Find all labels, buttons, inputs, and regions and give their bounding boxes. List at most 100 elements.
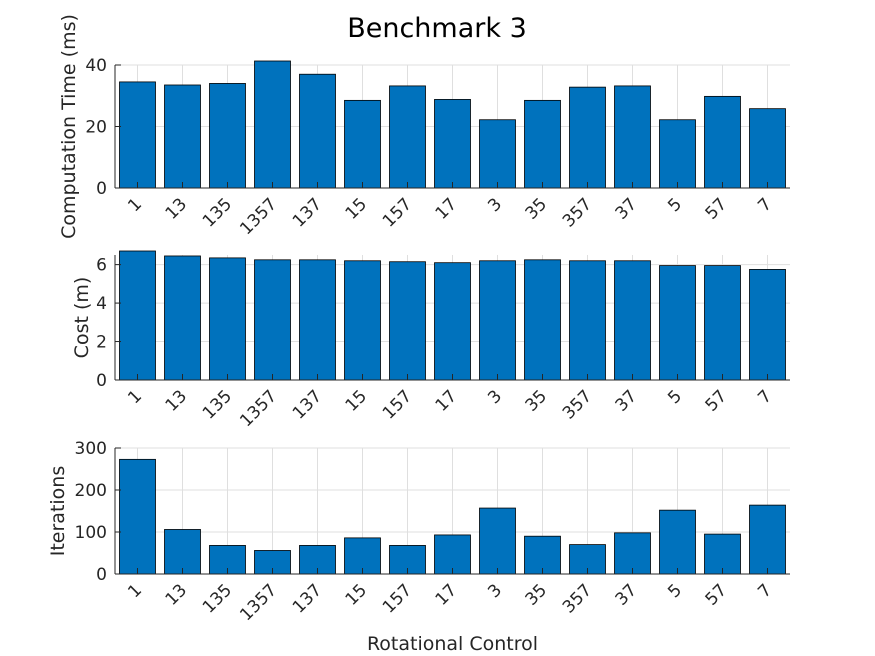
- bar-135: [209, 257, 246, 381]
- x-tick-label: 357: [559, 580, 596, 617]
- x-tick-label: 1357: [236, 580, 281, 625]
- bar-37: [614, 532, 651, 575]
- x-tick-label: 15: [342, 194, 371, 223]
- x-tick-label: 135: [199, 194, 236, 231]
- bar-15: [344, 260, 381, 381]
- x-tick-label: 35: [522, 194, 551, 223]
- bar-1: [119, 458, 156, 575]
- subplot-3: 0 100 200 300 1 13 135 1357 137 15 157 17 3 35 357 37 5 5…: [47, 439, 790, 655]
- x-tick-label: 7: [754, 194, 776, 216]
- x-tick-label: 37: [612, 580, 641, 609]
- x-tick-label: 7: [754, 386, 776, 408]
- x-tick-label: 3: [484, 194, 506, 216]
- x-axis-label: Rotational Control: [367, 633, 538, 655]
- bar-7: [749, 269, 786, 381]
- y-axis-label: Iterations: [47, 466, 69, 557]
- bar-3: [479, 119, 516, 189]
- bar-5: [659, 265, 696, 381]
- x-tick-label: 35: [522, 580, 551, 609]
- subplot-2: 0 2 4 6 1 13 135 1357 137 15 157 17 3 35 357 37 5 57 7 Cost…: [71, 250, 790, 431]
- bar-357: [569, 86, 606, 189]
- x-tick-label: 5: [664, 580, 686, 602]
- bar-13: [164, 529, 201, 575]
- bar-13: [164, 255, 201, 381]
- x-tick-label: 13: [162, 386, 191, 415]
- x-tick-label: 35: [522, 386, 551, 415]
- x-tick-label: 5: [664, 194, 686, 216]
- y-axis-label: Computation Time (ms): [58, 14, 80, 239]
- y-tick-label: 300: [75, 439, 107, 459]
- bar-35: [524, 535, 561, 575]
- y-tick-label: 40: [85, 56, 107, 76]
- y-tick-label: 0: [96, 179, 107, 199]
- x-tick-label: 3: [484, 580, 506, 602]
- bar-157: [389, 261, 426, 381]
- bar-3: [479, 260, 516, 381]
- y-tick-label: 6: [96, 256, 107, 276]
- bar-137: [299, 259, 336, 381]
- x-tick-label: 137: [289, 580, 326, 617]
- y-tick-label: 0: [96, 371, 107, 391]
- x-tick-label: 1357: [236, 194, 281, 239]
- bar-3: [479, 507, 516, 575]
- bar-35: [524, 259, 561, 381]
- x-tick-label: 157: [379, 580, 416, 617]
- bar-5: [659, 509, 696, 575]
- bar-17: [434, 534, 471, 575]
- x-tick-label: 37: [612, 194, 641, 223]
- x-tick-label: 57: [702, 580, 731, 609]
- y-axis-label: Cost (m): [71, 277, 93, 359]
- bar-57: [704, 265, 741, 381]
- bar-37: [614, 85, 651, 189]
- x-tick-label: 1: [124, 194, 146, 216]
- x-tick-label: 13: [162, 580, 191, 609]
- x-tick-label: 13: [162, 194, 191, 223]
- x-tick-label: 15: [342, 580, 371, 609]
- bar-35: [524, 99, 561, 189]
- x-tick-label: 17: [432, 580, 461, 609]
- bar-15: [344, 537, 381, 575]
- bar-17: [434, 262, 471, 381]
- bar-357: [569, 260, 606, 381]
- x-tick-label: 357: [559, 194, 596, 231]
- x-tick-label: 137: [289, 386, 326, 423]
- x-tick-label: 3: [484, 386, 506, 408]
- bar-13: [164, 84, 201, 189]
- bar-1357: [254, 259, 291, 381]
- x-tick-label: 17: [432, 386, 461, 415]
- bar-17: [434, 99, 471, 189]
- bar-135: [209, 83, 246, 189]
- bar-5: [659, 119, 696, 189]
- x-tick-label: 135: [199, 386, 236, 423]
- bar-7: [749, 108, 786, 189]
- x-tick-label: 1357: [236, 386, 281, 431]
- x-tick-label: 357: [559, 386, 596, 423]
- x-tick-label: 157: [379, 386, 416, 423]
- x-tick-label: 137: [289, 194, 326, 231]
- y-tick-label: 100: [75, 523, 107, 543]
- x-tick-label: 157: [379, 194, 416, 231]
- x-tick-label: 135: [199, 580, 236, 617]
- bar-7: [749, 504, 786, 575]
- bar-157: [389, 85, 426, 189]
- x-tick-label: 37: [612, 386, 641, 415]
- bar-57: [704, 533, 741, 575]
- subplot-1: 0 20 40 1 13 135 1357 137 15 157 17 3 35 357 37 5 57 7 Com…: [58, 14, 790, 239]
- bar-137: [299, 73, 336, 189]
- x-tick-label: 57: [702, 194, 731, 223]
- x-tick-label: 5: [664, 386, 686, 408]
- y-tick-label: 4: [96, 294, 107, 314]
- figure-title: Benchmark 3: [347, 13, 527, 44]
- bar-57: [704, 95, 741, 189]
- x-tick-label: 1: [124, 386, 146, 408]
- x-tick-label: 1: [124, 580, 146, 602]
- x-tick-label: 7: [754, 580, 776, 602]
- y-tick-label: 20: [85, 118, 107, 138]
- x-tick-label: 15: [342, 386, 371, 415]
- y-tick-label: 200: [75, 481, 107, 501]
- x-tick-label: 17: [432, 194, 461, 223]
- y-tick-label: 0: [96, 565, 107, 585]
- y-tick-label: 2: [96, 333, 107, 353]
